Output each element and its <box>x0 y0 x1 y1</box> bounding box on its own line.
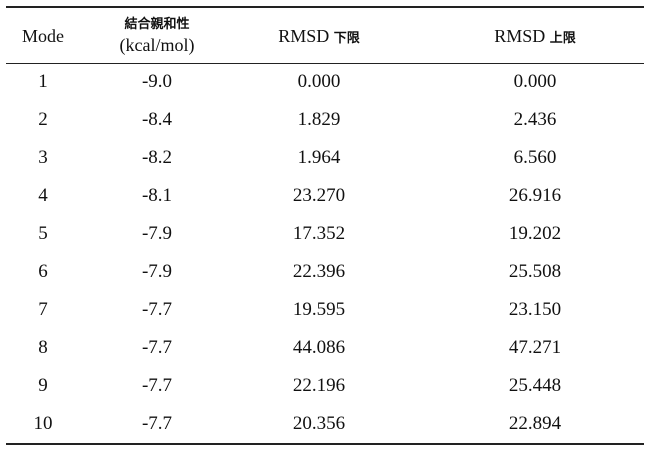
header-rmsd-lower-suffix: 下限 <box>333 31 360 46</box>
cell-rmsd-upper: 19.202 <box>508 223 562 244</box>
cell-rmsd-upper: 26.916 <box>508 185 562 206</box>
cell-mode: 3 <box>38 147 48 168</box>
table-bottom-rule <box>6 443 644 445</box>
cell-rmsd-upper: 2.436 <box>513 109 557 130</box>
header-affinity-label: 結合親和性 <box>124 17 190 32</box>
cell-affinity: -7.9 <box>141 223 173 244</box>
cell-mode: 7 <box>38 299 48 320</box>
cell-rmsd-lower: 20.356 <box>292 413 346 434</box>
table-row: 7 -7.7 19.595 23.150 <box>6 291 644 329</box>
cell-rmsd-upper: 25.448 <box>508 375 562 396</box>
header-mode: Mode <box>22 26 64 46</box>
cell-rmsd-upper: 47.271 <box>508 337 562 358</box>
cell-rmsd-lower: 19.595 <box>292 299 346 320</box>
cell-mode: 8 <box>38 337 48 358</box>
header-rmsd-lower: RMSD 下限 <box>254 25 384 50</box>
cell-rmsd-lower: 22.196 <box>292 375 346 396</box>
table-row: 6 -7.9 22.396 25.508 <box>6 253 644 291</box>
cell-affinity: -8.2 <box>141 147 173 168</box>
cell-affinity: -7.9 <box>141 261 173 282</box>
header-rmsd-upper: RMSD 上限 <box>450 25 620 50</box>
cell-rmsd-lower: 1.964 <box>297 147 341 168</box>
cell-mode: 9 <box>38 375 48 396</box>
cell-rmsd-lower: 23.270 <box>292 185 346 206</box>
table-top-rule <box>6 6 644 8</box>
cell-rmsd-upper: 25.508 <box>508 261 562 282</box>
table-row: 2 -8.4 1.829 2.436 <box>6 101 644 139</box>
cell-mode: 2 <box>38 109 48 130</box>
header-rmsd-upper-prefix: RMSD <box>494 26 550 46</box>
cell-rmsd-lower: 17.352 <box>292 223 346 244</box>
table-row: 8 -7.7 44.086 47.271 <box>6 329 644 367</box>
table-row: 1 -9.0 0.000 0.000 <box>6 63 644 101</box>
cell-mode: 4 <box>38 185 48 206</box>
cell-mode: 6 <box>38 261 48 282</box>
cell-affinity: -7.7 <box>141 413 173 434</box>
header-affinity-unit: (kcal/mol) <box>119 35 195 55</box>
table-row: 10 -7.7 20.356 22.894 <box>6 405 644 443</box>
cell-rmsd-lower: 0.000 <box>297 71 341 92</box>
table-row: 9 -7.7 22.196 25.448 <box>6 367 644 405</box>
header-rmsd-lower-prefix: RMSD <box>278 26 334 46</box>
cell-mode: 5 <box>38 223 48 244</box>
cell-rmsd-upper: 22.894 <box>508 413 562 434</box>
cell-affinity: -7.7 <box>141 337 173 358</box>
cell-rmsd-upper: 6.560 <box>513 147 557 168</box>
table-row: 4 -8.1 23.270 26.916 <box>6 177 644 215</box>
table-row: 5 -7.9 17.352 19.202 <box>6 215 644 253</box>
cell-rmsd-upper: 0.000 <box>513 71 557 92</box>
cell-mode: 10 <box>33 413 53 434</box>
cell-affinity: -8.4 <box>141 109 173 130</box>
cell-rmsd-lower: 44.086 <box>292 337 346 358</box>
cell-affinity: -9.0 <box>141 71 173 92</box>
cell-affinity: -8.1 <box>141 185 173 206</box>
cell-affinity: -7.7 <box>141 375 173 396</box>
cell-rmsd-upper: 23.150 <box>508 299 562 320</box>
cell-rmsd-lower: 1.829 <box>297 109 341 130</box>
cell-affinity: -7.7 <box>141 299 173 320</box>
cell-mode: 1 <box>38 71 48 92</box>
header-rmsd-upper-suffix: 上限 <box>549 31 576 46</box>
table-row: 3 -8.2 1.964 6.560 <box>6 139 644 177</box>
cell-rmsd-lower: 22.396 <box>292 261 346 282</box>
table-header-rule <box>6 63 644 64</box>
